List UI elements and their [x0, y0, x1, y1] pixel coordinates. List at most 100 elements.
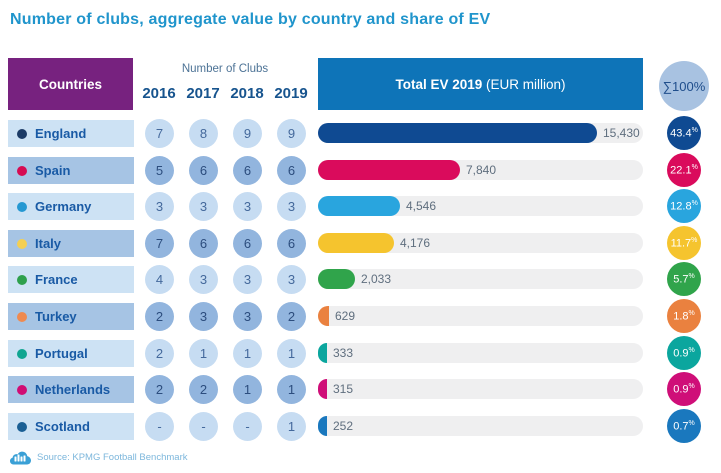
ev-bar-track: 333	[318, 343, 643, 363]
ev-bar	[318, 196, 400, 216]
table-row: Scotland - - - 1 252 0.7%	[0, 408, 721, 445]
share-value: 0.9	[673, 347, 689, 360]
table-row: Turkey 2 3 3 2 629 1.8%	[0, 298, 721, 335]
ev-value-label: 15,430	[603, 126, 640, 140]
ev-bar-track: 252	[318, 416, 643, 436]
percent-sign: %	[691, 236, 698, 244]
percent-sign: %	[688, 309, 695, 317]
country-cell: Spain	[8, 157, 134, 184]
share-of-ev-badge: 22.1%	[667, 153, 701, 187]
country-color-dot	[17, 128, 27, 139]
club-count-2018: 1	[233, 339, 262, 368]
club-count-2019: 3	[277, 265, 306, 294]
country-label: Portugal	[35, 346, 88, 361]
club-count-2017: 3	[189, 192, 218, 221]
country-cell: Netherlands	[8, 376, 134, 403]
share-value: 22.1	[670, 164, 692, 177]
sum-100-label: ∑100%	[662, 78, 706, 94]
club-count-2019: 9	[277, 119, 306, 148]
country-color-dot	[17, 165, 27, 176]
club-count-2017: 1	[189, 339, 218, 368]
country-label: Italy	[35, 236, 62, 251]
club-count-2019: 6	[277, 229, 306, 258]
club-count-2016: 2	[145, 375, 174, 404]
share-of-ev-badge: 0.7%	[667, 409, 701, 443]
ev-bar	[318, 416, 327, 436]
ev-bar-track: 4,176	[318, 233, 643, 253]
country-color-dot	[17, 421, 27, 432]
share-of-ev-badge: 0.9%	[667, 372, 701, 406]
percent-sign: %	[691, 126, 698, 134]
ev-bar-track: 629	[318, 306, 643, 326]
percent-sign: %	[691, 163, 698, 171]
ev-value-label: 252	[333, 419, 354, 433]
clubs-header-label: Number of Clubs	[181, 63, 269, 75]
percent-sign: %	[688, 272, 695, 280]
page-title: Number of clubs, aggregate value by coun…	[10, 11, 491, 28]
ev-unit-label: (EUR million)	[482, 76, 566, 92]
table-row: Spain 5 6 6 6 7,840 22.1%	[0, 152, 721, 189]
percent-sign: %	[688, 346, 695, 354]
ev-value-label: 333	[333, 346, 354, 360]
country-label: Netherlands	[35, 382, 111, 397]
year-header-2017: 2017	[186, 85, 220, 102]
share-value: 5.7	[673, 273, 689, 286]
ev-value-label: 7,840	[466, 163, 497, 177]
cloud-chart-icon	[10, 450, 31, 465]
club-count-2016: 4	[145, 265, 174, 294]
share-value: 0.7	[673, 420, 689, 433]
percent-sign: %	[688, 419, 695, 427]
club-count-2018: 3	[233, 302, 262, 331]
country-color-dot	[17, 238, 27, 249]
country-cell: Scotland	[8, 413, 134, 440]
club-count-2017: 3	[189, 265, 218, 294]
source-row: Source: KPMG Football Benchmark	[10, 450, 187, 465]
percent-sign: %	[688, 382, 695, 390]
ev-bar	[318, 379, 327, 399]
country-color-dot	[17, 384, 27, 395]
table-row: Germany 3 3 3 3 4,546 12.8%	[0, 188, 721, 225]
sum-100-badge: ∑100%	[659, 61, 709, 111]
source-text: Source: KPMG Football Benchmark	[37, 452, 188, 463]
club-count-2019: 1	[277, 339, 306, 368]
club-count-2019: 1	[277, 375, 306, 404]
club-count-2018: 1	[233, 375, 262, 404]
club-count-2016: 3	[145, 192, 174, 221]
countries-header: Countries	[8, 58, 133, 110]
ev-bar	[318, 343, 327, 363]
country-cell: Turkey	[8, 303, 134, 330]
ev-bar	[318, 123, 597, 143]
table-row: England 7 8 9 9 15,430 43.4%	[0, 115, 721, 152]
ev-bar-track: 4,546	[318, 196, 643, 216]
ev-value-label: 315	[333, 382, 354, 396]
share-value: 0.9	[673, 383, 689, 396]
club-count-2017: 6	[189, 229, 218, 258]
country-label: Scotland	[35, 419, 90, 434]
share-value: 43.4	[670, 127, 692, 140]
ev-bar	[318, 233, 394, 253]
country-color-dot	[17, 348, 27, 359]
club-count-2018: 6	[233, 229, 262, 258]
club-count-2017: 6	[189, 156, 218, 185]
club-count-2016: -	[145, 412, 174, 441]
club-count-2018: -	[233, 412, 262, 441]
share-of-ev-badge: 12.8%	[667, 189, 701, 223]
total-ev-header-label: Total EV 2019	[395, 76, 483, 92]
share-value: 12.8	[670, 200, 692, 213]
club-count-2018: 3	[233, 265, 262, 294]
club-count-2016: 7	[145, 119, 174, 148]
country-label: Spain	[35, 163, 71, 178]
club-count-2018: 3	[233, 192, 262, 221]
country-color-dot	[17, 201, 27, 212]
percent-sign: %	[691, 199, 698, 207]
ev-bar-track: 7,840	[318, 160, 643, 180]
club-count-2016: 2	[145, 339, 174, 368]
ev-bar-track: 315	[318, 379, 643, 399]
country-cell: Italy	[8, 230, 134, 257]
club-count-2019: 3	[277, 192, 306, 221]
country-cell: Germany	[8, 193, 134, 220]
ev-bar	[318, 269, 355, 289]
year-header-2016: 2016	[142, 85, 176, 102]
share-of-ev-badge: 43.4%	[667, 116, 701, 150]
